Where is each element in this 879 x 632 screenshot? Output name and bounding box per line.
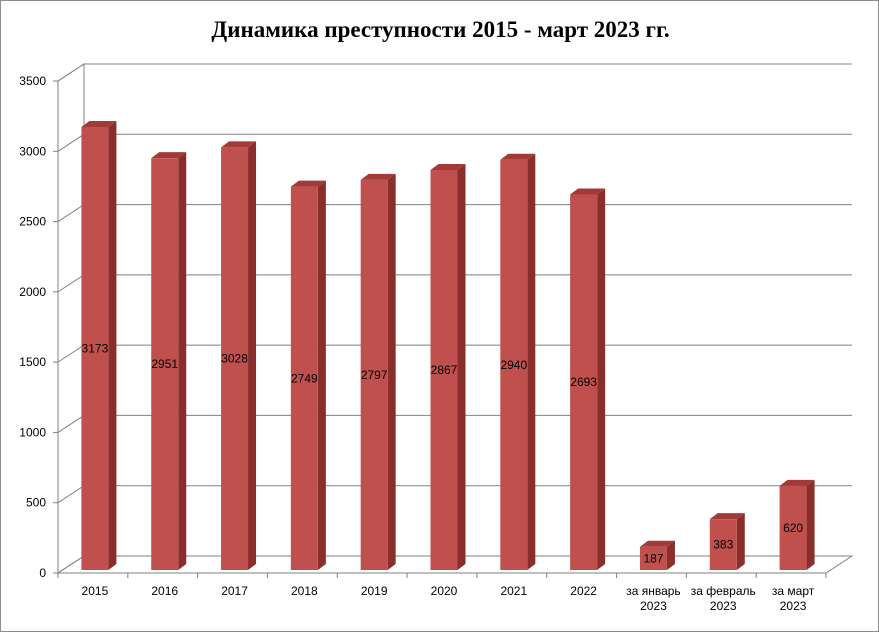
bar-top <box>430 163 466 170</box>
bar-top <box>779 479 815 486</box>
bar-front <box>360 179 388 570</box>
data-label: 383 <box>713 538 733 552</box>
x-tick-label: 2015 <box>82 584 109 598</box>
bar-top <box>570 188 606 195</box>
data-label: 620 <box>783 521 803 535</box>
side-wall <box>57 63 85 574</box>
bar-front <box>709 519 737 570</box>
bar-front <box>500 159 528 570</box>
bar-side <box>527 153 536 570</box>
bar-front <box>151 158 179 571</box>
bar-за январь 2023: 187 <box>639 540 675 570</box>
y-tick-label: 0 <box>39 566 46 580</box>
x-tick-label: 2021 <box>500 584 527 598</box>
y-tick-label: 3000 <box>19 144 46 158</box>
chart-title: Динамика преступности 2015 - март 2023 г… <box>211 17 670 42</box>
bar-2021: 2940 <box>500 153 536 570</box>
bar-side <box>736 513 745 570</box>
x-tick-label: за март 2023 <box>772 584 815 613</box>
bar-side <box>317 180 326 570</box>
bar-top <box>151 152 187 159</box>
bar-top <box>360 173 396 180</box>
data-label: 2951 <box>151 357 178 371</box>
bar-side <box>666 540 675 570</box>
bar-2022: 2693 <box>570 188 606 570</box>
bar-front <box>430 169 458 570</box>
bar-за март 2023: 620 <box>779 479 815 570</box>
bar-front <box>81 126 109 570</box>
bar-front <box>570 194 598 570</box>
data-label: 2797 <box>361 368 388 382</box>
bar-front <box>779 485 807 570</box>
bar-side <box>387 173 396 570</box>
data-label: 3173 <box>82 341 109 355</box>
x-axis-labels: 2015 2016 2017 2018 2019 2020 2021 2022 за январ… <box>57 573 827 613</box>
bars: 3173 2951 3028 2749 2797 2867 2940 2693 187 383 62… <box>81 120 815 571</box>
x-tick-label: 2020 <box>431 584 458 598</box>
x-tick-label: за февраль 2023 <box>691 584 756 613</box>
data-label: 3028 <box>221 352 248 366</box>
bar-top <box>500 153 536 160</box>
bar-side <box>178 152 187 571</box>
data-label: 2940 <box>500 358 527 372</box>
x-tick-label: за январь 2023 <box>626 584 680 613</box>
bar-side <box>806 479 815 570</box>
x-tick-label: 2022 <box>570 584 597 598</box>
y-tick-label: 2500 <box>19 215 46 229</box>
data-label: 2693 <box>570 375 597 389</box>
y-axis-ticks: 0 500 1000 1500 2000 2500 3000 3500 <box>19 74 58 580</box>
y-tick-label: 1500 <box>19 355 46 369</box>
bar-2020: 2867 <box>430 163 466 570</box>
grid-line <box>57 133 852 152</box>
bar-2015: 3173 <box>81 120 117 570</box>
data-label: 2867 <box>431 363 458 377</box>
bar-за февраль 2023: 383 <box>709 513 745 570</box>
bar-top <box>290 180 326 187</box>
grid-line <box>57 63 852 82</box>
bar-top <box>639 540 675 547</box>
bar-side <box>108 120 117 570</box>
bar-side <box>457 163 466 570</box>
x-tick-label: 2018 <box>291 584 318 598</box>
x-tick-label: 2016 <box>151 584 178 598</box>
y-tick-label: 2000 <box>19 285 46 299</box>
bar-2017: 3028 <box>221 141 257 570</box>
bar-front <box>221 147 249 570</box>
bar-front <box>639 546 667 570</box>
bar-2016: 2951 <box>151 152 187 571</box>
bar-front <box>290 186 318 570</box>
bar-2019: 2797 <box>360 173 396 570</box>
y-tick-label: 1000 <box>19 425 46 439</box>
y-tick-label: 500 <box>26 496 46 510</box>
bar-top <box>709 513 745 520</box>
data-label: 187 <box>643 551 663 565</box>
x-tick-label: 2017 <box>221 584 248 598</box>
bar-top <box>81 120 117 127</box>
bar-top <box>221 141 257 148</box>
bar-side <box>248 141 257 570</box>
bar-side <box>597 188 606 570</box>
y-tick-label: 3500 <box>19 74 46 88</box>
bar-2018: 2749 <box>290 180 326 570</box>
x-tick-label: 2019 <box>361 584 388 598</box>
data-label: 2749 <box>291 371 318 385</box>
